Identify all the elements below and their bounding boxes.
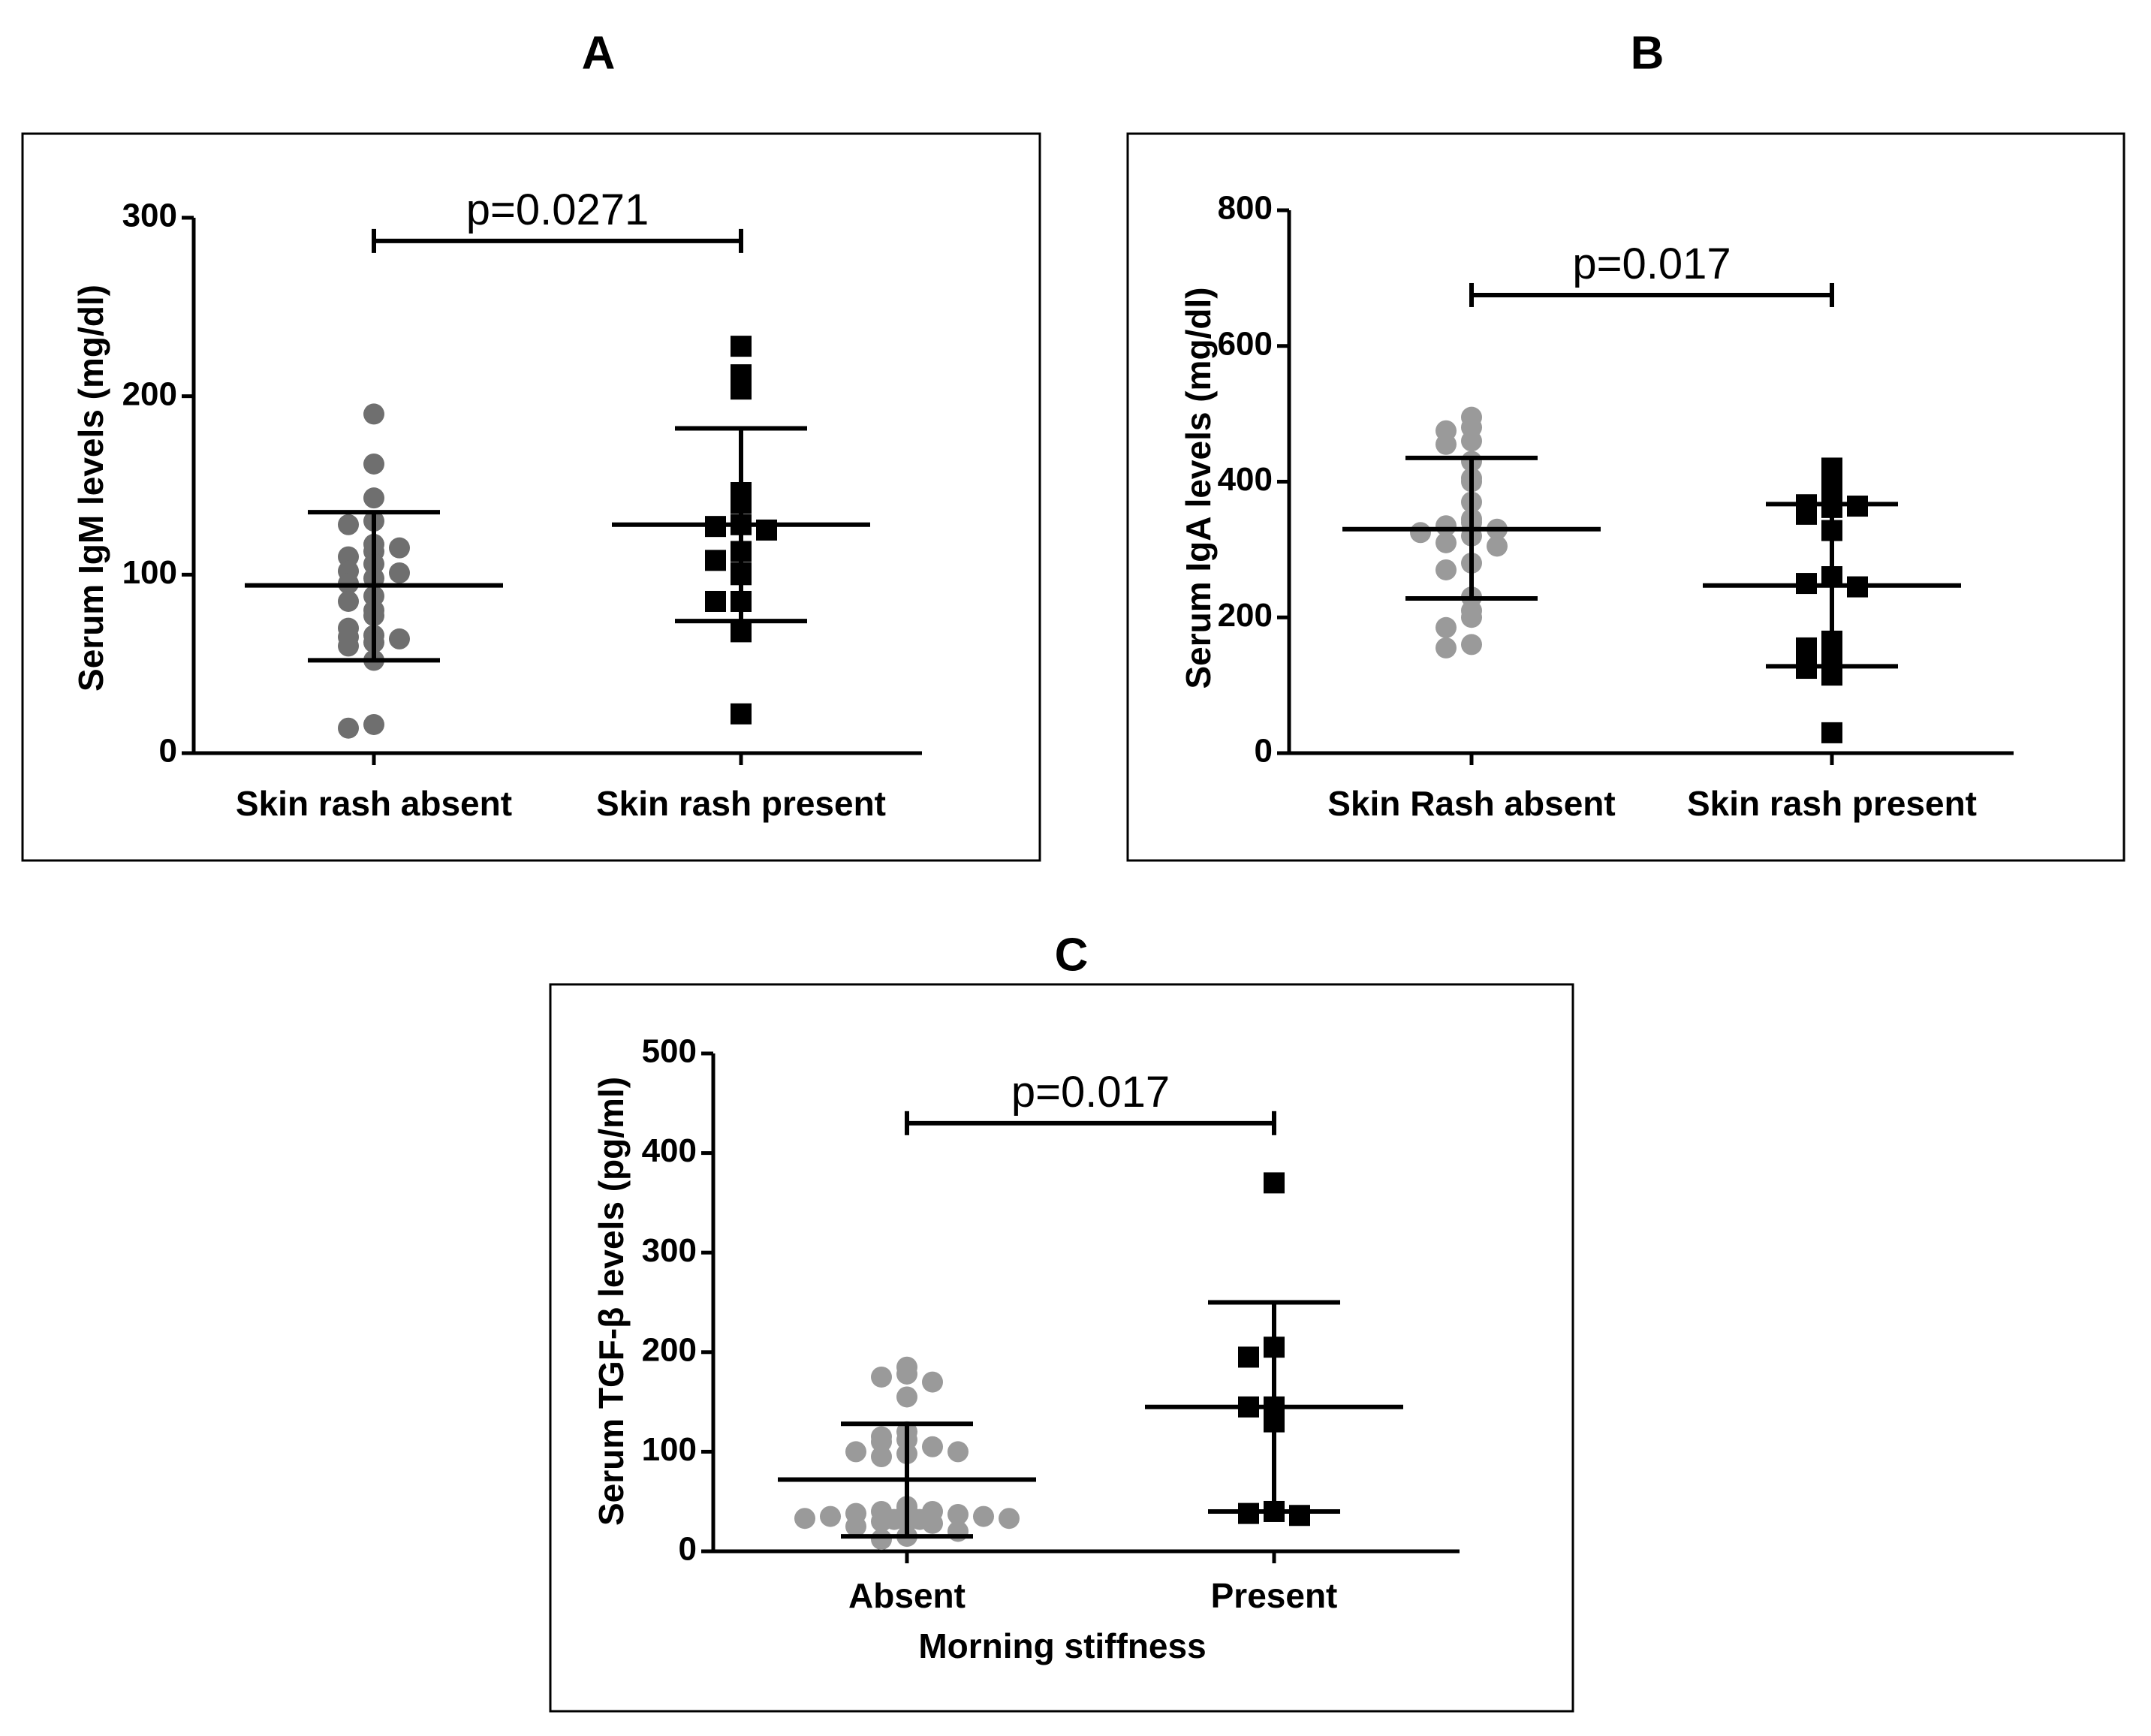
data-point xyxy=(1821,457,1842,479)
panel-letter: C xyxy=(1055,929,1089,981)
data-point xyxy=(338,717,359,739)
y-tick-label: 300 xyxy=(122,197,177,234)
data-point xyxy=(896,1386,917,1408)
data-point xyxy=(871,1446,892,1468)
p-value-label: p=0.017 xyxy=(1011,1068,1170,1117)
data-point xyxy=(338,514,359,535)
data-point xyxy=(973,1505,994,1527)
data-point xyxy=(1461,430,1482,452)
data-point xyxy=(363,487,384,509)
p-value-label: p=0.0271 xyxy=(466,185,649,234)
y-tick-label: 0 xyxy=(1255,733,1273,770)
x-category-label: Skin rash present xyxy=(1687,784,1977,823)
data-point xyxy=(363,403,384,425)
y-tick-label: 600 xyxy=(1218,325,1273,362)
data-point xyxy=(845,1515,866,1537)
data-point xyxy=(338,590,359,612)
data-point xyxy=(947,1441,969,1463)
y-tick-label: 300 xyxy=(642,1232,697,1269)
data-point xyxy=(389,562,410,583)
panel-letter: B xyxy=(1631,27,1664,79)
panel-frame xyxy=(21,132,1041,862)
data-point xyxy=(1436,616,1457,638)
data-point xyxy=(705,590,726,612)
y-tick-label: 800 xyxy=(1218,190,1273,227)
y-tick-label: 200 xyxy=(642,1331,697,1368)
panel-a: A 0 100 200 300 Serum IgM levels (mg/dl) Skin … xyxy=(21,27,1041,862)
x-axis-label: Morning stiffness xyxy=(918,1626,1206,1665)
x-category-label: Present xyxy=(1211,1576,1338,1615)
data-point xyxy=(1436,532,1457,553)
y-tick-label: 400 xyxy=(642,1132,697,1169)
y-tick-label: 100 xyxy=(642,1431,697,1468)
panel-frame xyxy=(549,983,1574,1713)
data-point xyxy=(947,1503,969,1525)
panel-letter: A xyxy=(582,27,616,79)
y-tick-label: 100 xyxy=(122,554,177,591)
data-point xyxy=(1436,559,1457,580)
data-point xyxy=(1461,634,1482,656)
data-point xyxy=(896,1363,917,1385)
data-point xyxy=(731,336,752,357)
p-value-label: p=0.017 xyxy=(1572,240,1731,288)
data-point xyxy=(1821,722,1842,743)
data-point xyxy=(922,1436,943,1457)
data-point xyxy=(871,1511,892,1533)
data-point xyxy=(338,635,359,657)
x-category-label: Skin Rash absent xyxy=(1327,784,1615,823)
panel-frame xyxy=(1126,132,2125,862)
y-tick-label: 0 xyxy=(159,733,177,770)
x-category-label: Skin rash absent xyxy=(236,784,512,823)
panel-c: C 0 100 200 300 400 500 Serum TGF-β levels (pg/… xyxy=(549,929,1574,1713)
y-tick-label: 400 xyxy=(1218,461,1273,498)
data-point xyxy=(871,1366,892,1388)
data-point xyxy=(922,1512,943,1534)
y-tick-label: 0 xyxy=(679,1531,697,1568)
data-point xyxy=(363,713,384,735)
data-point xyxy=(1264,1172,1285,1194)
data-point xyxy=(794,1508,815,1530)
data-point xyxy=(845,1441,866,1463)
data-point xyxy=(1487,535,1508,557)
data-point xyxy=(999,1508,1020,1530)
x-category-label: Skin rash present xyxy=(596,784,886,823)
data-point xyxy=(389,537,410,559)
data-point xyxy=(1410,522,1431,544)
y-axis-label: Serum TGF-β levels (pg/ml) xyxy=(592,1077,631,1526)
panel-b: B 0 200 400 600 800 Serum IgA levels (mg/dl) Sk… xyxy=(1126,27,2125,862)
data-point xyxy=(947,1521,969,1542)
data-point xyxy=(1238,1346,1259,1368)
data-point xyxy=(820,1505,841,1527)
data-point xyxy=(731,621,752,643)
data-point xyxy=(1436,433,1457,455)
data-point xyxy=(871,1431,892,1453)
y-axis-label: Serum IgM levels (mg/dl) xyxy=(71,285,110,692)
data-point xyxy=(1289,1505,1310,1527)
y-axis-label: Serum IgA levels (mg/dl) xyxy=(1179,287,1218,689)
data-point xyxy=(1796,637,1817,659)
data-point xyxy=(731,378,752,400)
data-point xyxy=(1796,503,1817,525)
y-tick-label: 200 xyxy=(1218,597,1273,634)
data-point xyxy=(1436,637,1457,659)
data-point xyxy=(705,550,726,571)
y-tick-label: 500 xyxy=(642,1033,697,1070)
data-point xyxy=(363,453,384,475)
data-point xyxy=(731,703,752,725)
data-point xyxy=(871,1529,892,1551)
x-category-label: Absent xyxy=(848,1576,966,1615)
data-point xyxy=(389,628,410,649)
y-tick-label: 200 xyxy=(122,375,177,412)
data-point xyxy=(1461,607,1482,628)
data-point xyxy=(922,1371,943,1393)
